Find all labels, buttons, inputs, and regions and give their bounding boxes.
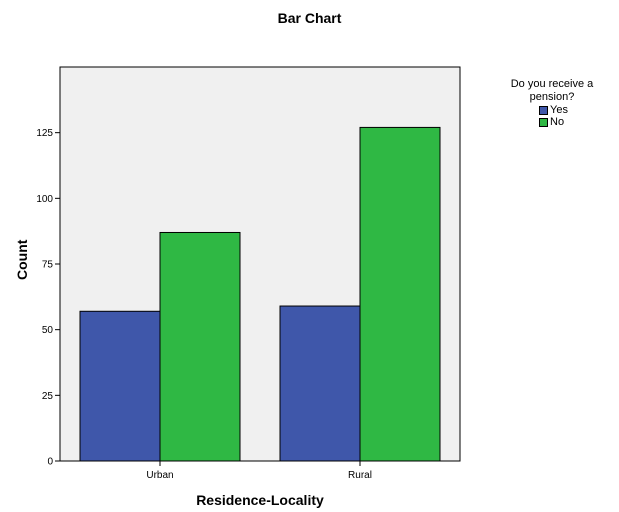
legend-item-yes: Yes	[539, 104, 607, 116]
legend-swatch-yes	[539, 105, 548, 115]
legend-item-no: No	[539, 116, 607, 128]
legend-title: Do you receive a pension?	[497, 78, 607, 104]
bar-urban-yes	[79, 310, 161, 462]
legend-swatch-no	[539, 117, 548, 127]
y-axis-label: Count	[14, 239, 30, 280]
legend-label-yes: Yes	[550, 104, 568, 116]
y-tick-label: 75	[42, 260, 54, 271]
legend-title-line-2: pension?	[529, 91, 575, 103]
y-tick-label: 25	[42, 391, 54, 402]
bar-urban-no	[159, 231, 241, 462]
y-tick-label: 50	[42, 325, 54, 336]
legend-label-no: No	[550, 116, 565, 128]
y-tick-label: 0	[47, 457, 53, 468]
y-tick-label: 100	[36, 194, 53, 205]
bar-rural-no	[359, 126, 441, 462]
bar-rural-yes	[279, 305, 361, 462]
y-tick-label: 125	[36, 128, 53, 139]
x-axis-label: Residence-Locality	[196, 492, 324, 508]
x-tick-label: Rural	[348, 470, 372, 481]
legend-title-line-1: Do you receive a	[510, 78, 594, 90]
chart-title: Bar Chart	[277, 10, 342, 26]
legend: Do you receive a pension? Yes No	[497, 78, 607, 128]
x-tick-label: Urban	[146, 470, 173, 481]
